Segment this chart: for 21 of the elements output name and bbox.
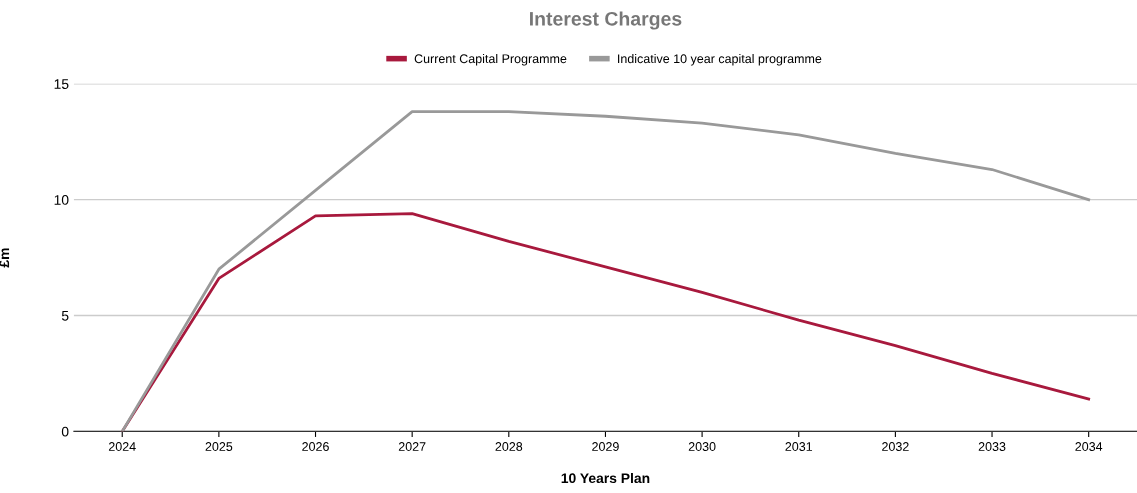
line-series xyxy=(120,110,1091,432)
legend-label: Indicative 10 year capital programme xyxy=(618,53,822,66)
x-axis-title: 10 Years Plan xyxy=(561,472,650,484)
x-tick-label: 2029 xyxy=(592,442,619,451)
x-tick-label: 2034 xyxy=(1075,442,1103,451)
x-tick-label: 2026 xyxy=(302,442,329,451)
y-tick-label: 0 xyxy=(61,426,69,437)
x-tick-label: 2024 xyxy=(108,442,136,451)
x-tick-label: 2027 xyxy=(398,442,426,451)
y-tick-label: 15 xyxy=(54,79,69,89)
legend-label: Current Capital Programme xyxy=(414,53,567,66)
y-axis-title: £m xyxy=(0,248,10,268)
y-tick-label: 5 xyxy=(61,311,69,321)
chart-title: Interest Charges xyxy=(530,11,682,30)
x-tick-label: 2032 xyxy=(882,442,909,451)
x-tick-label: 2025 xyxy=(205,442,233,451)
x-tick-label: 2031 xyxy=(785,442,813,451)
x-tick-label: 2028 xyxy=(495,442,523,451)
x-tick-label: 2033 xyxy=(978,442,1006,451)
x-tick-label: 2030 xyxy=(688,442,716,451)
y-tick-label: 10 xyxy=(54,195,69,205)
